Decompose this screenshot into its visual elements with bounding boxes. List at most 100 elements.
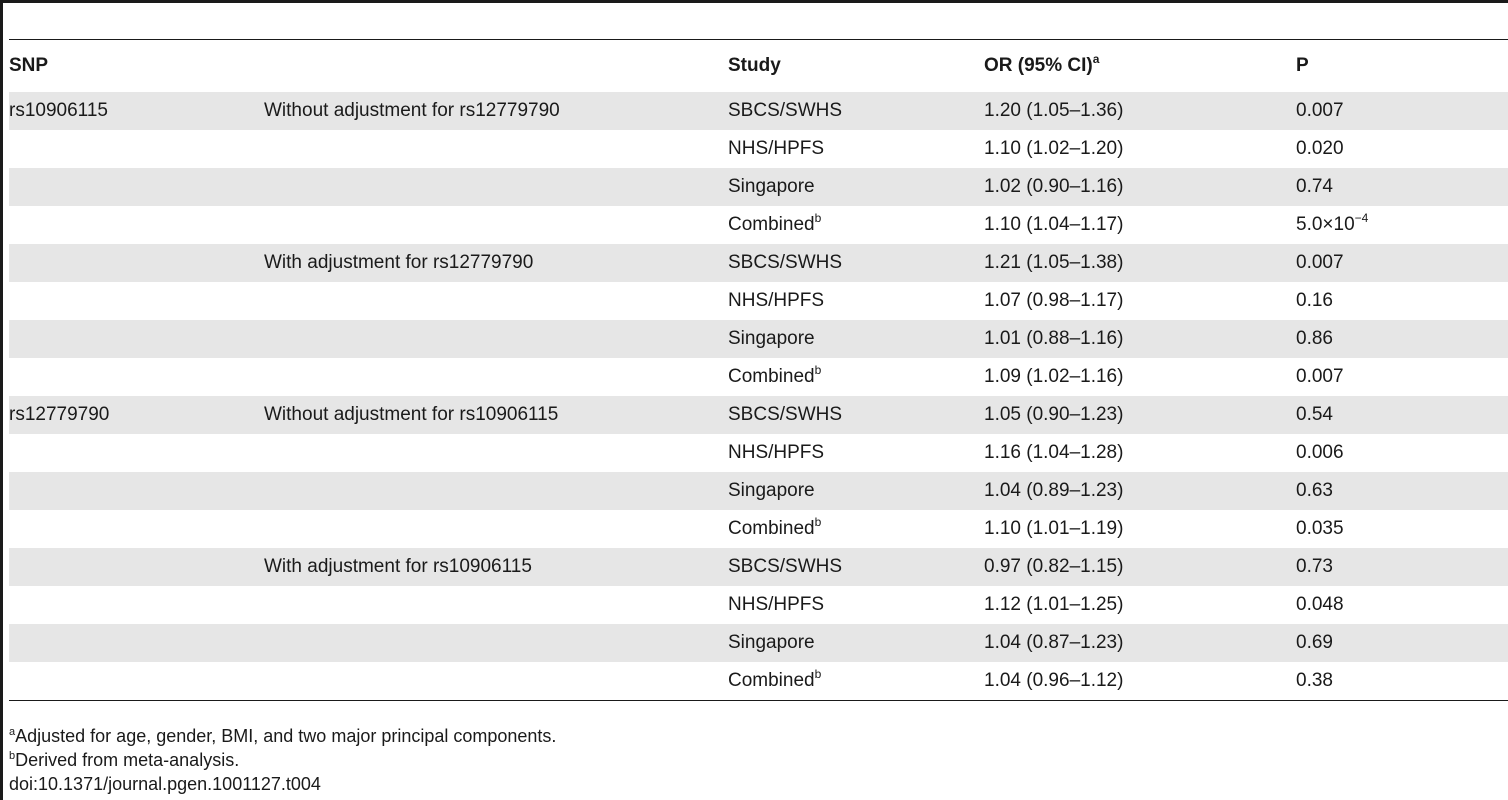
footnote-b: bDerived from meta-analysis.: [9, 748, 556, 772]
table-row: With adjustment for rs12779790 SBCS/SWHS 1…: [9, 244, 1508, 282]
cell-study-label: Combined: [728, 214, 815, 235]
cell-snp: rs10906115: [9, 100, 108, 121]
cell-p-value: 0.69: [1296, 632, 1333, 653]
cell-study: Combinedb: [728, 662, 821, 700]
table-row: NHS/HPFS 1.16 (1.04–1.28) 0.006: [9, 434, 1508, 472]
footnote-b-text: Derived from meta-analysis.: [15, 750, 240, 770]
cell-adjustment: Without adjustment for rs12779790: [264, 100, 560, 121]
cell-study: Combinedb: [728, 358, 821, 396]
cell-study-footnote-mark: b: [814, 667, 822, 681]
top-rule: [0, 0, 1508, 3]
cell-or: 1.10 (1.04–1.17): [984, 214, 1124, 235]
footnote-b-mark: b: [9, 750, 16, 762]
cell-study: Singapore: [728, 320, 815, 358]
cell-p-value: 0.007: [1296, 100, 1344, 121]
left-border: [0, 0, 3, 800]
table-row: Combinedb 1.09 (1.02–1.16) 0.007: [9, 358, 1508, 396]
table-row: With adjustment for rs10906115 SBCS/SWHS 0…: [9, 548, 1508, 586]
header-or-footnote-mark: a: [1092, 52, 1100, 66]
table-row: NHS/HPFS 1.07 (0.98–1.17) 0.16: [9, 282, 1508, 320]
cell-study-footnote-mark: b: [814, 363, 822, 377]
cell-study-label: Singapore: [728, 480, 815, 501]
table-row: rs10906115 Without adjustment for rs12779…: [9, 92, 1508, 130]
cell-p-value: 0.63: [1296, 480, 1333, 501]
cell-study-label: NHS/HPFS: [728, 290, 825, 311]
table-row: NHS/HPFS 1.12 (1.01–1.25) 0.048: [9, 586, 1508, 624]
cell-p: 0.54: [1296, 396, 1333, 434]
cell-study: SBCS/SWHS: [728, 244, 842, 282]
cell-adjustment: Without adjustment for rs10906115: [264, 404, 559, 425]
table-row: NHS/HPFS 1.10 (1.02–1.20) 0.020: [9, 130, 1508, 168]
cell-study: SBCS/SWHS: [728, 548, 842, 586]
cell-p-value: 0.006: [1296, 442, 1344, 463]
cell-p: 0.035: [1296, 510, 1344, 548]
cell-study-label: Combined: [728, 366, 815, 387]
table-footnotes: aAdjusted for age, gender, BMI, and two …: [9, 724, 556, 796]
table-row: Combinedb 1.10 (1.01–1.19) 0.035: [9, 510, 1508, 548]
cell-p-exponent: −4: [1354, 211, 1369, 225]
cell-or: 1.20 (1.05–1.36): [984, 100, 1124, 121]
cell-adjustment: With adjustment for rs12779790: [264, 252, 534, 273]
cell-p: 5.0×10−4: [1296, 206, 1368, 244]
cell-p: 0.74: [1296, 168, 1333, 206]
cell-study: NHS/HPFS: [728, 434, 824, 472]
cell-p: 0.048: [1296, 586, 1344, 624]
table-row: rs12779790 Without adjustment for rs10906…: [9, 396, 1508, 434]
cell-study-label: NHS/HPFS: [728, 138, 825, 159]
cell-p: 0.007: [1296, 92, 1344, 130]
cell-p: 0.86: [1296, 320, 1333, 358]
cell-p-value: 0.020: [1296, 138, 1344, 159]
cell-study: Singapore: [728, 624, 815, 662]
table-header-row: SNP Study OR (95% CI)a P: [9, 40, 1508, 92]
cell-study: NHS/HPFS: [728, 282, 824, 320]
cell-or: 1.05 (0.90–1.23): [984, 404, 1124, 425]
table-row: Singapore 1.02 (0.90–1.16) 0.74: [9, 168, 1508, 206]
header-top-rule: [9, 39, 1508, 40]
header-p: P: [1296, 55, 1309, 76]
cell-or: 1.16 (1.04–1.28): [984, 442, 1124, 463]
cell-study-footnote-mark: b: [814, 515, 822, 529]
doi-link[interactable]: doi:10.1371/journal.pgen.1001127.t004: [9, 774, 321, 794]
cell-study: NHS/HPFS: [728, 130, 824, 168]
cell-p-value: 0.16: [1296, 290, 1333, 311]
cell-study-label: Combined: [728, 518, 815, 539]
cell-p-value: 0.86: [1296, 328, 1333, 349]
cell-or: 1.10 (1.02–1.20): [984, 138, 1124, 159]
cell-p: 0.16: [1296, 282, 1333, 320]
cell-p-value: 0.035: [1296, 518, 1344, 539]
cell-study-footnote-mark: b: [814, 211, 822, 225]
cell-or: 0.97 (0.82–1.15): [984, 556, 1124, 577]
cell-p: 0.007: [1296, 358, 1344, 396]
cell-or: 1.10 (1.01–1.19): [984, 518, 1124, 539]
cell-or: 1.04 (0.87–1.23): [984, 632, 1124, 653]
table-body: rs10906115 Without adjustment for rs12779…: [9, 92, 1508, 700]
cell-or: 1.02 (0.90–1.16): [984, 176, 1124, 197]
header-or-label: OR (95% CI): [984, 55, 1093, 76]
cell-study-label: NHS/HPFS: [728, 594, 825, 615]
table-row: Singapore 1.01 (0.88–1.16) 0.86: [9, 320, 1508, 358]
footnote-a: aAdjusted for age, gender, BMI, and two …: [9, 724, 556, 748]
cell-study-label: SBCS/SWHS: [728, 252, 843, 273]
cell-or: 1.04 (0.89–1.23): [984, 480, 1124, 501]
cell-p: 0.69: [1296, 624, 1333, 662]
cell-study-label: SBCS/SWHS: [728, 404, 843, 425]
cell-p-value: 0.73: [1296, 556, 1333, 577]
cell-study: Singapore: [728, 168, 815, 206]
cell-study-label: SBCS/SWHS: [728, 556, 843, 577]
cell-p-value: 0.048: [1296, 594, 1344, 615]
cell-or: 1.07 (0.98–1.17): [984, 290, 1124, 311]
cell-study-label: Combined: [728, 670, 815, 691]
cell-study: NHS/HPFS: [728, 586, 824, 624]
cell-p: 0.006: [1296, 434, 1344, 472]
cell-p-value: 0.74: [1296, 176, 1333, 197]
header-snp: SNP: [9, 55, 49, 76]
cell-p: 0.63: [1296, 472, 1333, 510]
cell-p: 0.38: [1296, 662, 1333, 700]
cell-study-label: NHS/HPFS: [728, 442, 825, 463]
cell-study-label: Singapore: [728, 632, 815, 653]
cell-study: SBCS/SWHS: [728, 92, 842, 130]
cell-or: 1.21 (1.05–1.38): [984, 252, 1124, 273]
cell-or: 1.09 (1.02–1.16): [984, 366, 1124, 387]
table-row: Singapore 1.04 (0.89–1.23) 0.63: [9, 472, 1508, 510]
cell-p-value: 0.38: [1296, 670, 1333, 691]
